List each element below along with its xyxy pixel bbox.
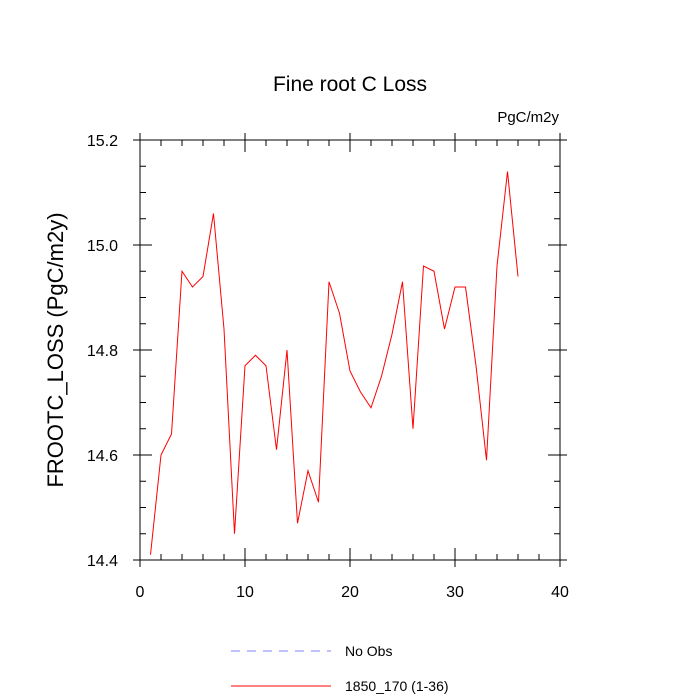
axis-tick-labels: 0 10 20 30 40 14.4 14.6 14.8 15.0 15.2: [87, 133, 569, 601]
y-tick-label: 14.6: [87, 448, 118, 465]
series-line-1: [150, 171, 519, 555]
plot-area-frame: [139, 139, 561, 561]
legend-label-no-obs: No Obs: [345, 643, 392, 659]
x-tick-label: 30: [446, 584, 464, 601]
y-tick-label: 14.8: [87, 343, 118, 360]
units-label: PgC/m2y: [497, 109, 559, 126]
chart-title: Fine root C Loss: [273, 73, 427, 96]
legend: No Obs 1850_170 (1-36): [231, 643, 449, 694]
x-tick-label: 0: [136, 584, 145, 601]
legend-label-1850-170: 1850_170 (1-36): [345, 678, 449, 694]
x-tick-label: 40: [551, 584, 569, 601]
y-tick-label: 15.2: [87, 133, 118, 150]
series-lines: [150, 171, 519, 555]
x-tick-label: 20: [341, 584, 359, 601]
x-tick-label: 10: [236, 584, 254, 601]
y-axis-label: FROOTC_LOSS (PgC/m2y): [43, 212, 68, 487]
y-tick-label: 15.0: [87, 238, 118, 255]
axis-ticks: [133, 133, 567, 567]
y-tick-label: 14.4: [87, 553, 118, 570]
